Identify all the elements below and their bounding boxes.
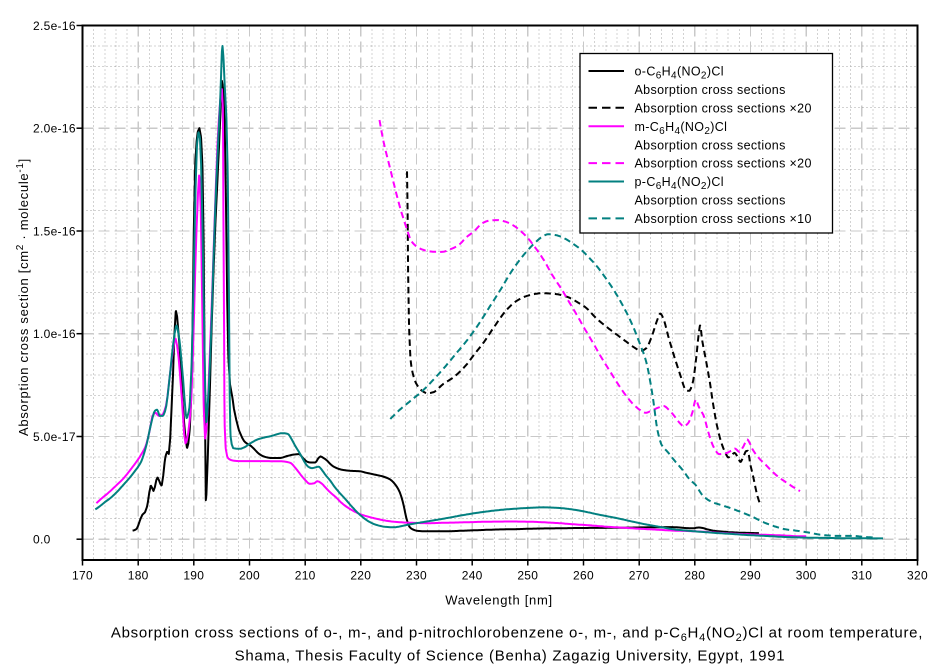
svg-text:320: 320 [907, 569, 928, 583]
svg-text:170: 170 [72, 569, 93, 583]
svg-text:0.0: 0.0 [33, 533, 51, 547]
svg-text:300: 300 [796, 569, 817, 583]
svg-text:Absorption cross sections: Absorption cross sections [635, 194, 786, 208]
svg-text:Absorption cross sections of o: Absorption cross sections of o-, m-, and… [111, 624, 923, 644]
svg-text:Absorption cross sections: Absorption cross sections [635, 138, 786, 152]
svg-text:230: 230 [406, 569, 427, 583]
svg-text:310: 310 [851, 569, 872, 583]
svg-text:Wavelength [nm]: Wavelength [nm] [445, 593, 553, 608]
svg-text:240: 240 [462, 569, 483, 583]
svg-text:220: 220 [350, 569, 371, 583]
svg-text:Absorption cross sections ×10: Absorption cross sections ×10 [635, 212, 812, 226]
svg-text:2.5e-16: 2.5e-16 [33, 19, 76, 33]
svg-text:200: 200 [239, 569, 260, 583]
svg-text:180: 180 [128, 569, 149, 583]
svg-text:250: 250 [517, 569, 538, 583]
svg-text:210: 210 [295, 569, 316, 583]
svg-text:1.5e-16: 1.5e-16 [33, 224, 76, 238]
svg-text:290: 290 [740, 569, 761, 583]
svg-text:m-C6H4(NO2)Cl: m-C6H4(NO2)Cl [635, 120, 728, 137]
svg-text:1.0e-16: 1.0e-16 [33, 327, 76, 341]
svg-text:Absorption cross section [cm2: Absorption cross section [cm2 · molecule… [15, 158, 31, 436]
svg-text:260: 260 [573, 569, 594, 583]
svg-text:280: 280 [684, 569, 705, 583]
svg-text:190: 190 [183, 569, 204, 583]
svg-text:2.0e-16: 2.0e-16 [33, 122, 76, 136]
svg-text:Shama, Thesis Faculty of Scien: Shama, Thesis Faculty of Science (Benha)… [235, 647, 786, 664]
svg-text:Absorption cross sections ×20: Absorption cross sections ×20 [635, 157, 812, 171]
svg-text:5.0e-17: 5.0e-17 [33, 430, 76, 444]
svg-text:270: 270 [629, 569, 650, 583]
svg-text:Absorption cross sections ×20: Absorption cross sections ×20 [635, 101, 812, 115]
svg-text:Absorption cross sections: Absorption cross sections [635, 83, 786, 97]
